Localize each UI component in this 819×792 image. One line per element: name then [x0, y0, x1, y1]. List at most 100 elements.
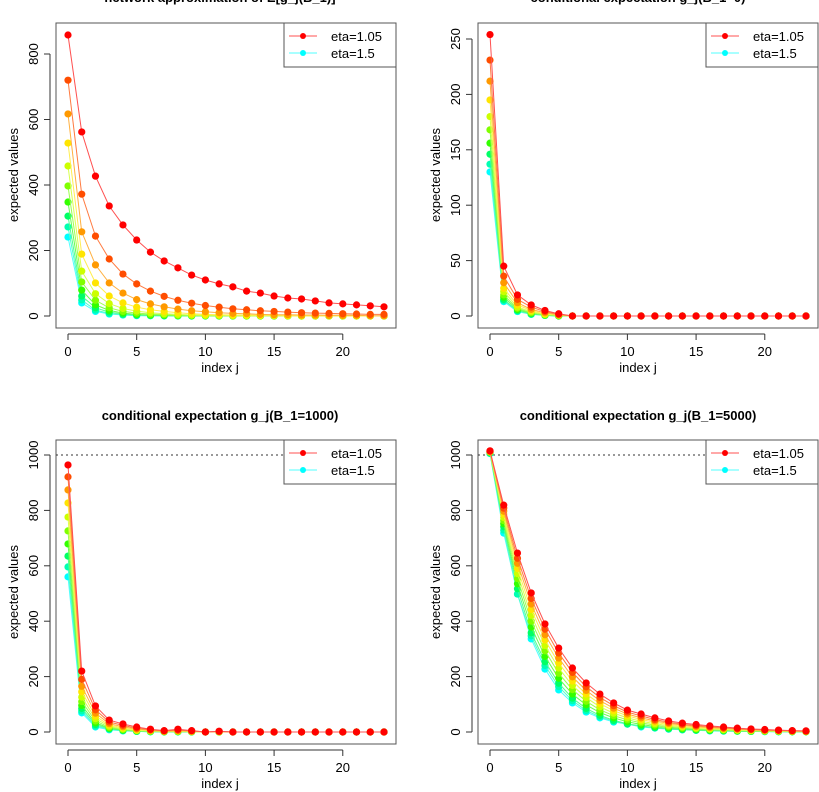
data-point: [352, 728, 361, 736]
data-point: [610, 312, 618, 320]
series-line: [67, 576, 384, 733]
data-point: [486, 56, 494, 64]
legend-label-eta-1.05: eta=1.05: [753, 446, 804, 461]
x-tick-label: 0: [64, 760, 71, 775]
data-point: [91, 232, 100, 240]
y-tick-label: 0: [448, 728, 463, 735]
legend-label-eta-1.05: eta=1.05: [331, 29, 382, 44]
x-tick-label: 10: [620, 760, 634, 775]
panel-conditional-expectation-b1-0: conditional expectation g_j(B_1=0) index…: [428, 0, 819, 375]
data-point: [284, 728, 292, 736]
y-tick-label: 400: [448, 610, 463, 632]
data-point: [706, 312, 714, 320]
series-eta=1.40: [64, 552, 388, 736]
data-point: [119, 289, 127, 297]
data-point: [568, 664, 577, 672]
data-point: [229, 305, 237, 313]
data-point: [78, 250, 86, 258]
data-point: [486, 30, 494, 39]
series-line: [489, 99, 806, 317]
data-point: [215, 309, 223, 317]
chart-title: network approximation of E[g_j(B_1)]: [104, 0, 335, 5]
data-point: [582, 679, 590, 687]
y-tick-label: 200: [26, 666, 41, 688]
y-tick-label: 600: [448, 555, 463, 577]
data-point: [366, 728, 374, 736]
data-point: [188, 307, 196, 315]
data-point: [339, 300, 347, 308]
data-point: [802, 312, 810, 320]
data-point: [352, 301, 361, 309]
data-point: [78, 667, 86, 675]
data-point: [651, 312, 659, 320]
y-tick-label: 100: [448, 194, 463, 216]
y-tick-label: 150: [448, 139, 463, 161]
legend-marker-eta-1.05: [722, 33, 728, 39]
data-point: [78, 267, 86, 275]
data-point: [311, 297, 319, 305]
series-line: [489, 452, 807, 733]
data-point: [215, 303, 223, 311]
data-point: [91, 296, 100, 304]
data-point: [596, 312, 604, 320]
data-point: [380, 310, 388, 318]
series-line: [67, 543, 384, 733]
data-point: [78, 228, 86, 236]
data-point: [119, 299, 127, 307]
data-point: [174, 264, 182, 272]
series-eta=1.20: [64, 139, 388, 320]
data-point: [91, 172, 100, 180]
data-point: [105, 716, 113, 724]
y-tick-label: 250: [448, 28, 463, 50]
legend-label-eta-1.5: eta=1.5: [753, 463, 797, 478]
y-tick-label: 0: [448, 312, 463, 319]
data-point: [256, 289, 264, 297]
data-point: [500, 262, 508, 270]
series-line: [67, 489, 384, 733]
data-point: [513, 549, 522, 557]
data-point: [105, 299, 113, 308]
data-point: [500, 284, 508, 292]
data-point: [500, 272, 508, 280]
data-point: [201, 301, 209, 310]
data-point: [325, 309, 333, 317]
data-point: [311, 309, 319, 317]
series-eta=1.05: [64, 31, 388, 311]
series-eta=1.20: [64, 499, 388, 736]
data-point: [78, 128, 86, 136]
data-point: [665, 312, 673, 320]
series-eta=1.35: [486, 139, 810, 320]
series-eta=1.5: [64, 233, 388, 320]
series-line: [67, 143, 384, 317]
data-point: [325, 728, 333, 736]
x-axis-label: index j: [619, 776, 657, 791]
data-point: [297, 295, 306, 303]
series-eta=1.20: [486, 96, 810, 320]
series-line: [489, 451, 807, 732]
data-point: [243, 728, 251, 736]
x-axis-label: index j: [201, 360, 239, 375]
data-point: [692, 312, 700, 320]
data-point: [201, 276, 209, 284]
data-point: [297, 309, 306, 317]
data-point: [201, 728, 209, 736]
data-point: [297, 728, 306, 736]
legend: eta=1.05 eta=1.5: [283, 439, 397, 485]
series-eta=1.25: [486, 448, 810, 736]
y-tick-label: 1000: [26, 441, 41, 470]
legend-marker-eta-1.5: [722, 467, 728, 473]
data-point: [146, 725, 155, 733]
series-line: [489, 129, 806, 317]
data-point: [133, 236, 141, 244]
data-point: [64, 473, 72, 481]
data-point: [215, 727, 223, 735]
data-point: [500, 501, 508, 509]
plot-frame: [477, 22, 819, 329]
legend: eta=1.05 eta=1.5: [705, 439, 819, 485]
data-point: [513, 564, 522, 573]
data-point: [133, 296, 141, 304]
data-point: [174, 725, 182, 733]
data-point: [527, 301, 535, 309]
x-tick-label: 10: [198, 344, 212, 359]
